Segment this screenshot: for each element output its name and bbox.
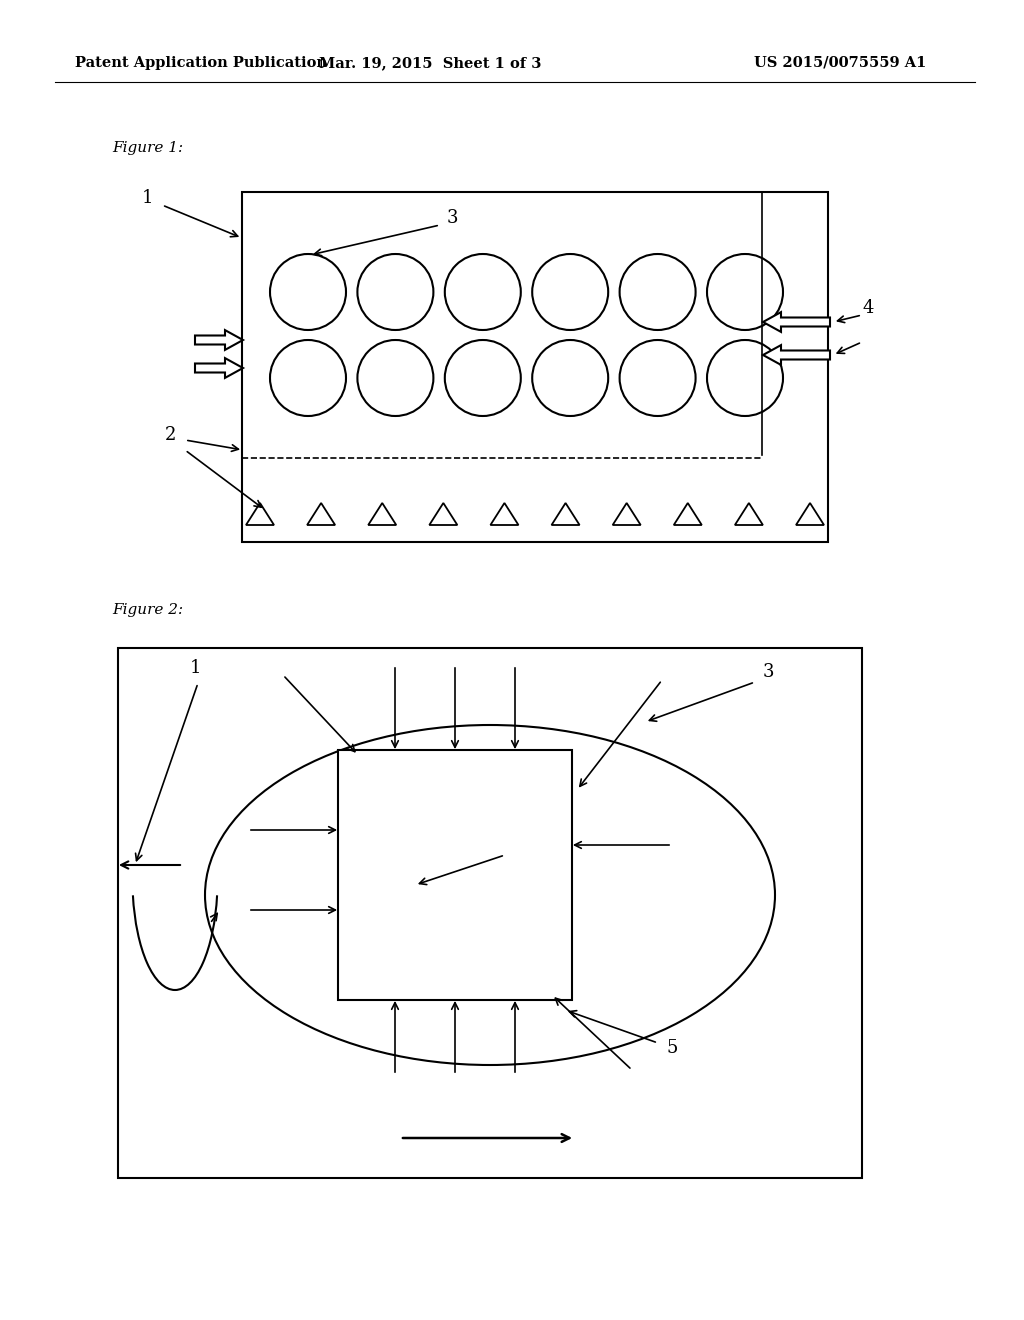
Text: 2: 2 (164, 426, 176, 444)
FancyArrow shape (763, 345, 830, 364)
Text: Mar. 19, 2015  Sheet 1 of 3: Mar. 19, 2015 Sheet 1 of 3 (318, 55, 542, 70)
Text: US 2015/0075559 A1: US 2015/0075559 A1 (754, 55, 926, 70)
Text: 1: 1 (189, 659, 201, 677)
Text: Figure 1:: Figure 1: (112, 141, 183, 154)
Text: 5: 5 (667, 1039, 678, 1057)
FancyArrow shape (763, 312, 830, 331)
FancyArrow shape (195, 330, 243, 350)
FancyArrow shape (195, 358, 243, 378)
Text: 1: 1 (142, 189, 154, 207)
Text: 3: 3 (446, 209, 458, 227)
Bar (338, 750, 572, 1001)
Text: 4: 4 (862, 300, 873, 317)
Text: Patent Application Publication: Patent Application Publication (75, 55, 327, 70)
Text: 3: 3 (762, 663, 774, 681)
Bar (242, 191, 828, 543)
Bar (118, 648, 862, 1177)
Text: Figure 2:: Figure 2: (112, 603, 183, 616)
